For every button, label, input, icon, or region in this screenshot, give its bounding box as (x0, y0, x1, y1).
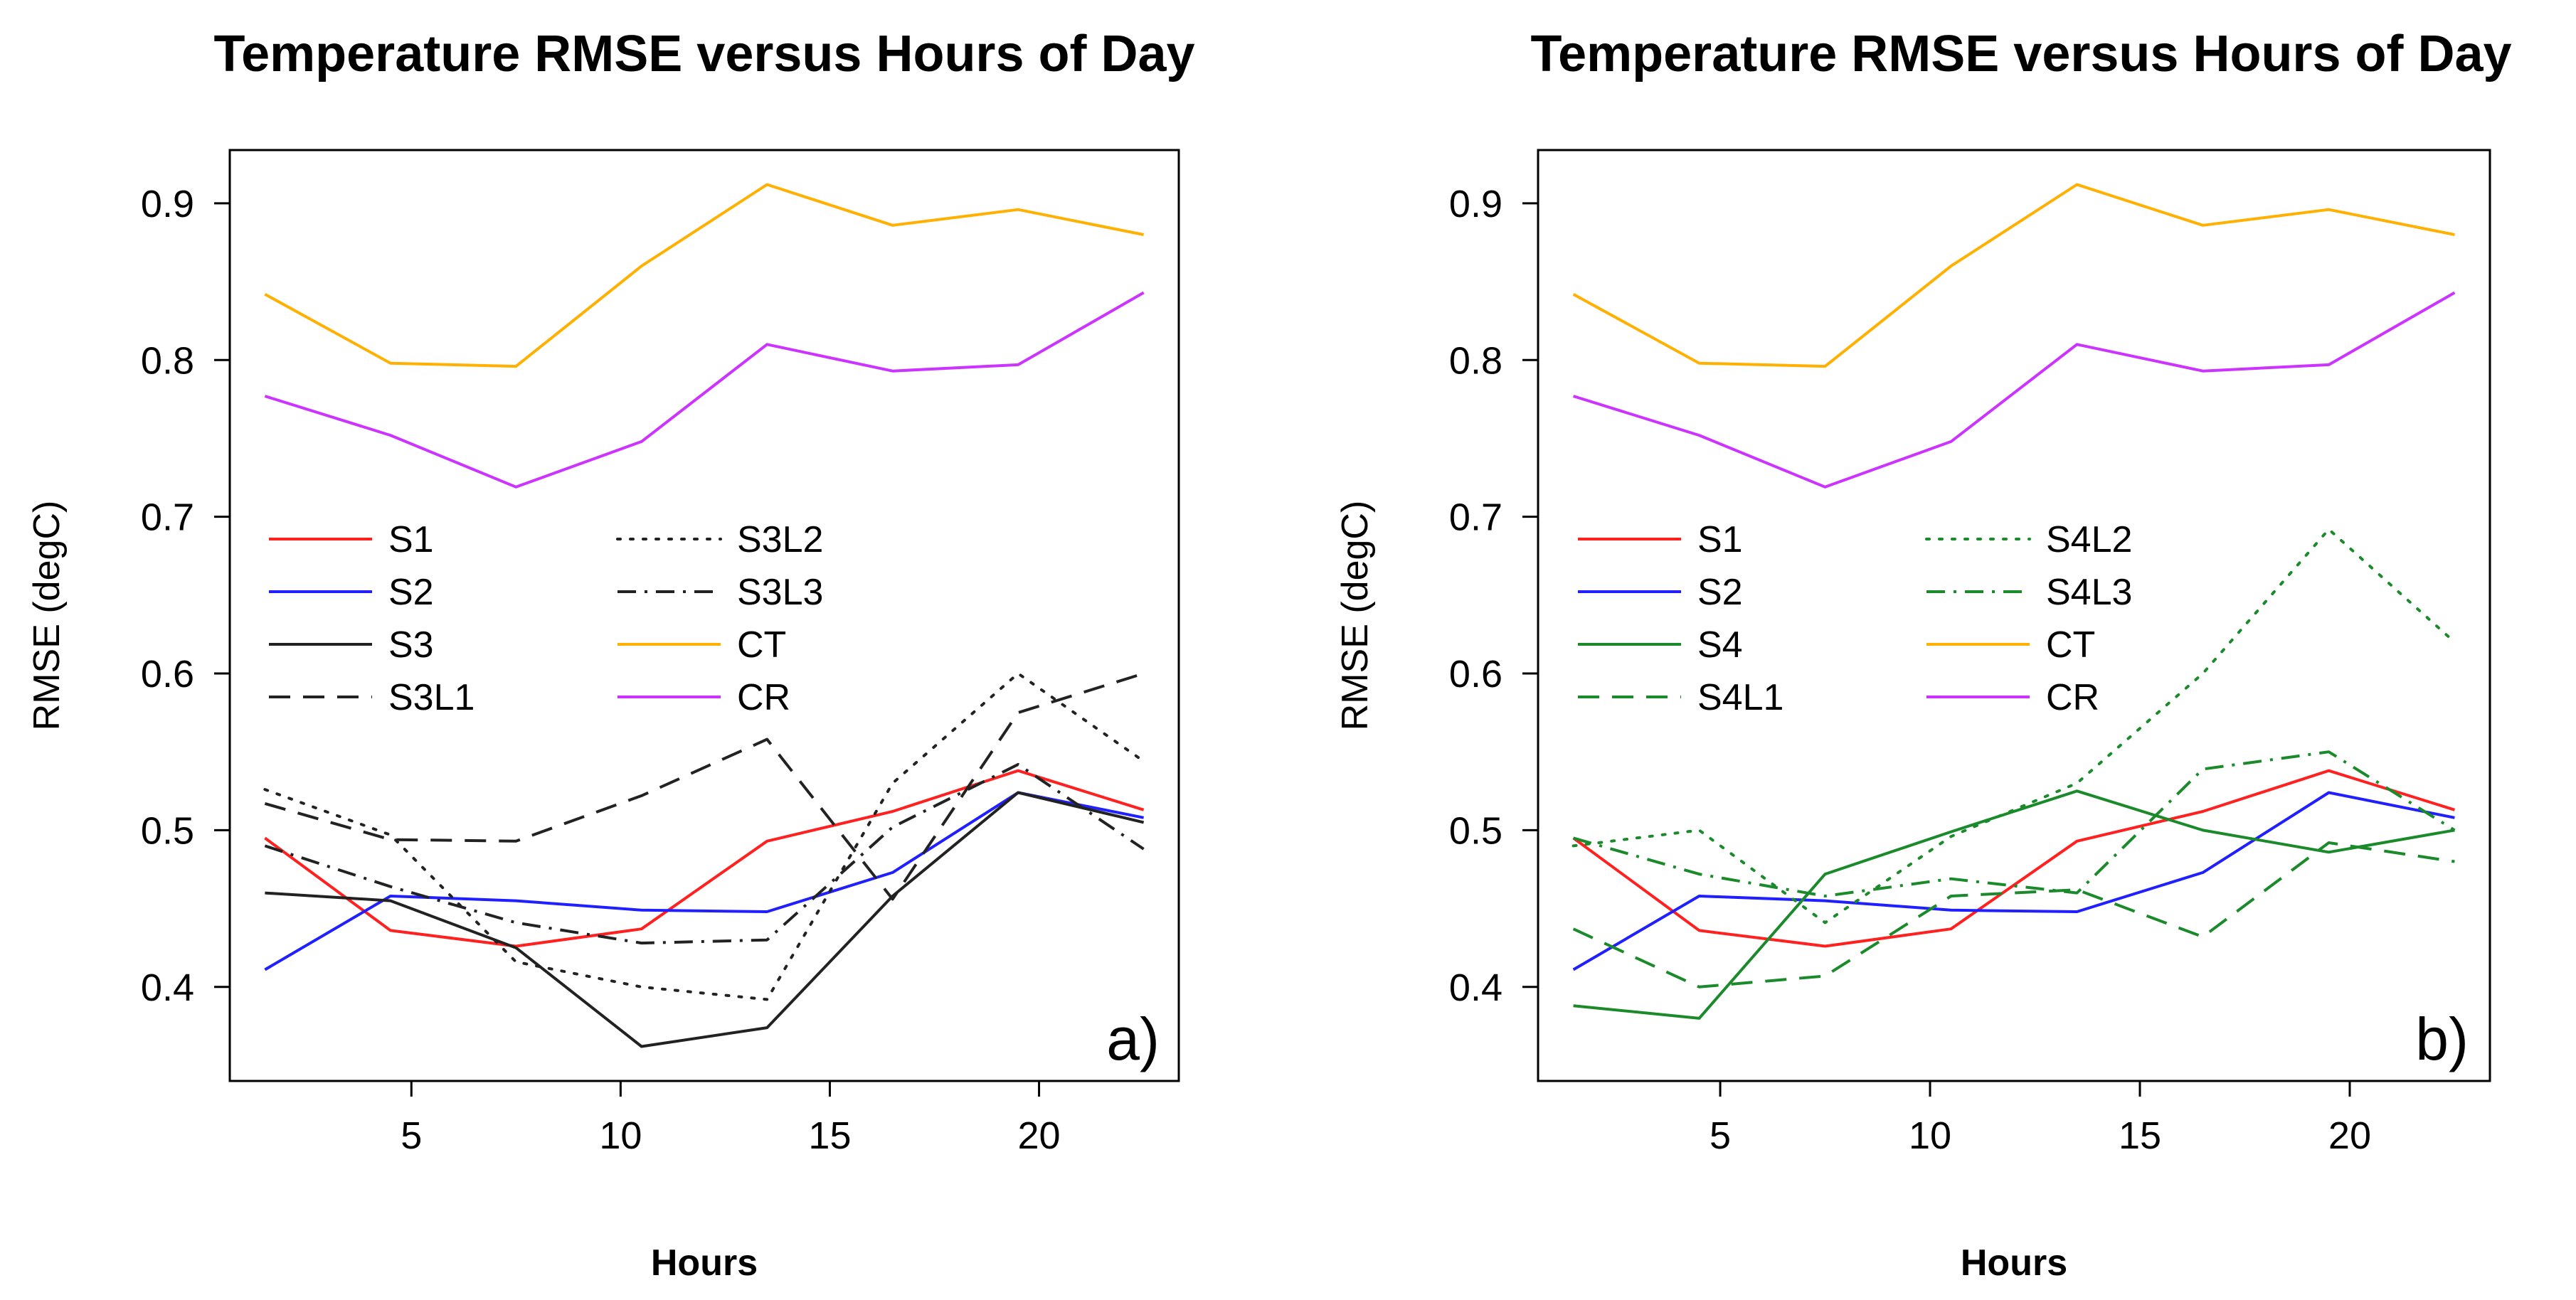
x-tick-label: 10 (599, 1114, 642, 1157)
chart-title: Temperature RMSE versus Hours of Day (213, 26, 1194, 82)
plot-frame (228, 149, 1180, 1082)
chart-panel-b: Temperature RMSE versus Hours of Day 5 10 1… (1335, 26, 2512, 1284)
series-line-s4 (1573, 789, 2455, 1020)
y-tick-label: 0.4 (1449, 966, 1502, 1009)
y-tick-label: 0.8 (1449, 339, 1502, 382)
series-line-s3l1 (264, 672, 1145, 901)
legend-label-s4l1: S4L1 (1697, 677, 1783, 718)
legend-label-s4l2: S4L2 (2046, 519, 2132, 560)
legend: S1 S2 S3 S3L1 S3L2 S3L3 CT CR (269, 519, 823, 718)
series-line-s4l1 (1572, 841, 2455, 989)
legend-label-cr: CR (2046, 677, 2099, 718)
panel-label: a) (1106, 1006, 1160, 1072)
legend-label-s3: S3 (388, 624, 434, 666)
y-tick-label: 0.7 (1449, 496, 1502, 539)
legend-label-s4l3: S4L3 (2046, 572, 2132, 613)
series-line-ct (1572, 183, 2455, 368)
legend-label-s3l3: S3L3 (737, 572, 823, 613)
series-line-s4l2 (1571, 528, 2456, 925)
x-axis-label: Hours (1961, 1242, 2067, 1284)
legend-label-s1: S1 (1697, 519, 1743, 560)
series-line-s3l2 (263, 672, 1145, 1001)
legend-label-s2: S2 (1697, 572, 1743, 613)
x-tick-label: 15 (2119, 1114, 2161, 1157)
y-tick-label: 0.6 (1449, 653, 1502, 696)
series-line-ct (264, 183, 1144, 368)
series-line-s3l3 (264, 762, 1145, 945)
x-tick-label: 5 (401, 1114, 422, 1157)
x-tick-label: 15 (808, 1114, 851, 1157)
series-line-cr (264, 291, 1145, 489)
x-tick-label: 10 (1909, 1114, 1951, 1157)
y-tick-label: 0.6 (141, 653, 194, 696)
y-tick-label: 0.5 (141, 809, 194, 852)
chart-title: Temperature RMSE versus Hours of Day (1530, 26, 2511, 82)
y-tick-label: 0.9 (1449, 183, 1502, 225)
legend-label-s1: S1 (388, 519, 434, 560)
legend-label-s4: S4 (1697, 624, 1743, 666)
legend-label-s2: S2 (388, 572, 434, 613)
legend-label-s3l2: S3L2 (737, 519, 823, 560)
legend-label-ct: CT (737, 624, 786, 666)
panel-label: b) (2415, 1006, 2469, 1072)
x-tick-label: 5 (1710, 1114, 1731, 1157)
series-line-s1 (264, 769, 1145, 948)
series-line-s3 (265, 791, 1145, 1048)
y-axis-label: RMSE (degC) (1335, 501, 1376, 731)
plot-frame (1537, 149, 2491, 1082)
x-tick-label: 20 (2328, 1114, 2371, 1157)
series-line-s2 (264, 791, 1144, 971)
legend-label-s3l1: S3L1 (388, 677, 475, 718)
legend: S1 S2 S4 S4L1 S4L2 S4L3 CT CR (1578, 519, 2132, 718)
legend-label-cr: CR (737, 677, 790, 718)
y-tick-label: 0.8 (141, 339, 194, 382)
series-line-s1 (1572, 769, 2455, 948)
y-tick-label: 0.5 (1449, 809, 1502, 852)
series-line-cr (1573, 291, 2456, 489)
x-tick-label: 20 (1018, 1114, 1061, 1157)
x-axis-label: Hours (651, 1242, 758, 1284)
y-tick-label: 0.7 (141, 496, 194, 539)
y-tick-label: 0.9 (141, 183, 194, 225)
y-axis-label: RMSE (degC) (26, 501, 68, 731)
legend-label-ct: CT (2046, 624, 2095, 666)
chart-panel-a: Temperature RMSE versus Hours of Day 5 10 1… (26, 26, 1195, 1284)
y-tick-label: 0.4 (141, 966, 194, 1009)
series-line-s2 (1572, 791, 2455, 971)
